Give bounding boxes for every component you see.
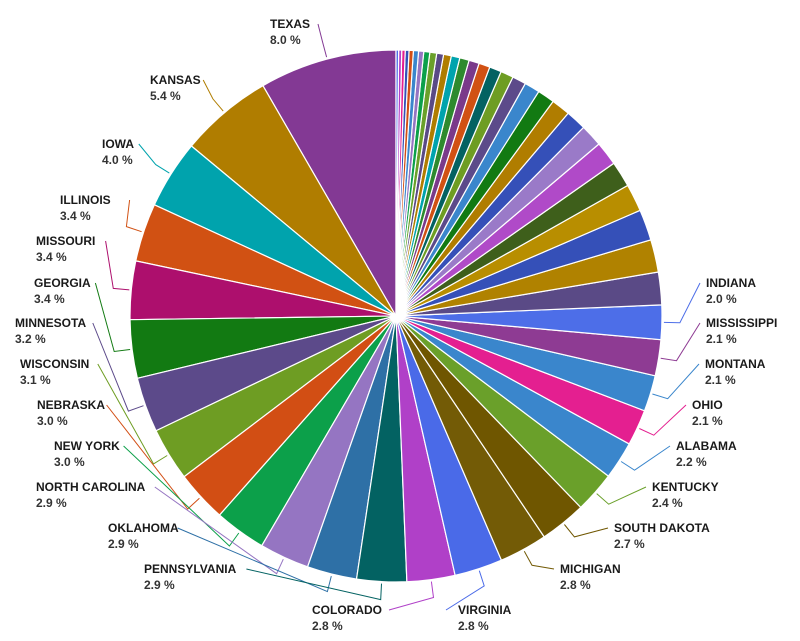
slice-labels: TEXAS 8.0 % KANSAS 5.4 % IOWA 4.0 % ILLINOIS 3.… xyxy=(15,17,777,633)
value-new-york: 3.0 % xyxy=(54,455,85,469)
label-indiana: INDIANA xyxy=(706,276,756,290)
leader-line-texas xyxy=(317,23,328,58)
leader-line-north-carolina xyxy=(154,486,284,575)
label-georgia: GEORGIA xyxy=(34,276,91,290)
value-indiana: 2.0 % xyxy=(706,292,737,306)
leader-line-montana xyxy=(652,363,700,400)
value-georgia: 3.4 % xyxy=(34,292,65,306)
leader-line-minnesota xyxy=(92,322,144,412)
label-alabama: ALABAMA xyxy=(676,439,737,453)
leader-line-mississippi xyxy=(660,322,701,362)
label-ohio: OHIO xyxy=(692,398,723,412)
label-wisconsin: WISCONSIN xyxy=(20,357,89,371)
leader-line-colorado xyxy=(388,581,435,611)
label-north-carolina: NORTH CAROLINA xyxy=(36,480,146,494)
leader-line-new-york xyxy=(123,445,240,547)
value-wisconsin: 3.1 % xyxy=(20,373,51,387)
value-mississippi: 2.1 % xyxy=(706,332,737,346)
value-oklahoma: 2.9 % xyxy=(108,537,139,551)
leader-line-ohio xyxy=(639,404,687,436)
value-montana: 2.1 % xyxy=(705,373,736,387)
label-nebraska: NEBRASKA xyxy=(37,398,105,412)
leader-line-oklahoma xyxy=(177,527,332,593)
value-ohio: 2.1 % xyxy=(692,414,723,428)
leader-line-indiana xyxy=(663,282,701,324)
slice-unlabeled-51 xyxy=(395,49,400,317)
value-virginia: 2.8 % xyxy=(458,619,489,633)
leader-line-kansas xyxy=(202,79,224,112)
value-illinois: 3.4 % xyxy=(60,209,91,223)
label-missouri: MISSOURI xyxy=(36,234,95,248)
label-kentucky: KENTUCKY xyxy=(652,480,719,494)
label-iowa: IOWA xyxy=(102,137,134,151)
value-iowa: 4.0 % xyxy=(102,153,133,167)
value-nebraska: 3.0 % xyxy=(37,414,68,428)
label-new-york: NEW YORK xyxy=(54,439,120,453)
label-illinois: ILLINOIS xyxy=(60,193,111,207)
leader-line-illinois xyxy=(125,199,142,233)
label-south-dakota: SOUTH DAKOTA xyxy=(614,521,710,535)
leader-line-virginia xyxy=(445,570,485,611)
value-texas: 8.0 % xyxy=(270,33,301,47)
pie-slices xyxy=(129,49,663,583)
value-michigan: 2.8 % xyxy=(560,578,591,592)
label-kansas: KANSAS xyxy=(150,73,201,87)
leader-line-wisconsin xyxy=(97,363,168,465)
label-montana: MONTANA xyxy=(705,357,766,371)
leader-line-nebraska xyxy=(106,404,200,510)
value-minnesota: 3.2 % xyxy=(15,332,46,346)
leader-line-missouri xyxy=(105,240,130,291)
label-pennsylvania: PENNSYLVANIA xyxy=(144,562,237,576)
leader-line-georgia xyxy=(94,282,131,353)
value-north-carolina: 2.9 % xyxy=(36,496,67,510)
value-pennsylvania: 2.9 % xyxy=(144,578,175,592)
leader-line-south-dakota xyxy=(564,524,609,538)
leader-line-kentucky xyxy=(596,486,647,505)
label-michigan: MICHIGAN xyxy=(560,562,621,576)
value-kansas: 5.4 % xyxy=(150,89,181,103)
label-texas: TEXAS xyxy=(270,17,310,31)
label-colorado: COLORADO xyxy=(312,603,382,617)
leader-line-alabama xyxy=(620,445,671,471)
value-alabama: 2.2 % xyxy=(676,455,707,469)
value-kentucky: 2.4 % xyxy=(652,496,683,510)
label-mississippi: MISSISSIPPI xyxy=(706,316,777,330)
value-south-dakota: 2.7 % xyxy=(614,537,645,551)
leader-lines xyxy=(92,23,701,611)
leader-line-pennsylvania xyxy=(246,568,382,601)
value-colorado: 2.8 % xyxy=(312,619,343,633)
slice-texas xyxy=(262,49,397,319)
leader-line-iowa xyxy=(138,143,170,174)
label-oklahoma: OKLAHOMA xyxy=(108,521,179,535)
value-missouri: 3.4 % xyxy=(36,250,67,264)
label-minnesota: MINNESOTA xyxy=(15,316,86,330)
leader-line-michigan xyxy=(523,551,555,570)
label-virginia: VIRGINIA xyxy=(458,603,512,617)
